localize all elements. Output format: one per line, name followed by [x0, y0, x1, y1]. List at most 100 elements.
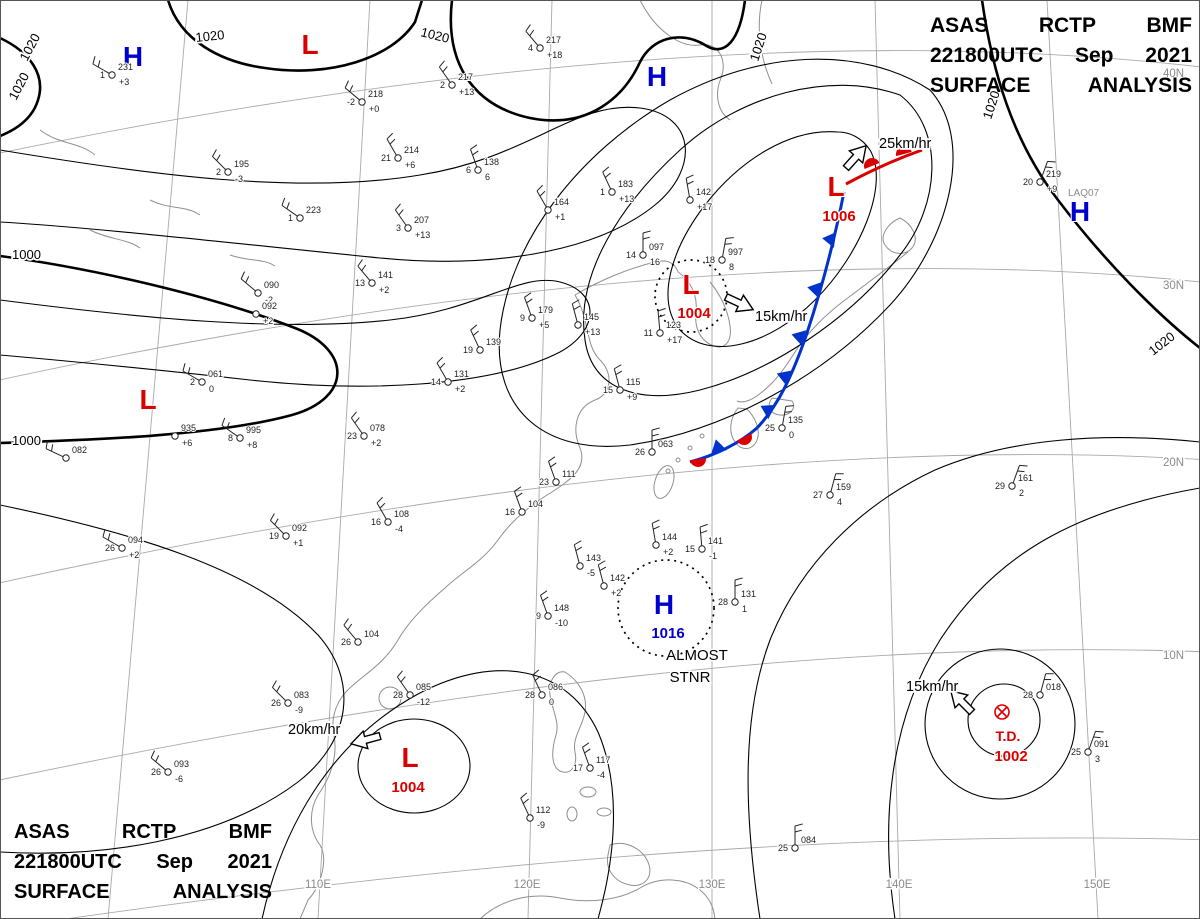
station-circle — [354, 638, 362, 646]
station-plot: 9 148 -10 — [535, 590, 570, 629]
station-circle — [444, 378, 452, 386]
wind-barb-tick — [51, 444, 54, 452]
wind-barb-tick — [536, 184, 544, 192]
title-word: 2021 — [1145, 44, 1192, 67]
station-plot: 2 195 -3 — [212, 149, 250, 185]
title-word: Sep — [1075, 44, 1114, 67]
meridian-140e — [874, 0, 901, 919]
motion-arrow-sw-low1004 — [349, 729, 382, 750]
wind-barb-tick — [599, 566, 607, 571]
station-value: 104 — [364, 629, 379, 639]
wind-barb — [92, 63, 110, 74]
wind-barb-tick — [240, 271, 245, 280]
station-circle — [1008, 482, 1016, 490]
pressure-value: 1004 — [677, 305, 711, 322]
station-plot: 25 084 — [777, 823, 817, 854]
wind-barb-tick — [522, 798, 529, 804]
station-plot: 26 094 +2 — [102, 529, 144, 561]
station-circle — [394, 154, 402, 162]
pressure-system-h: H — [646, 60, 668, 93]
wind-barb-tick — [574, 540, 582, 546]
station-plot: 9 179 +5 — [519, 292, 554, 331]
station-value: 141 — [708, 536, 723, 546]
station-value: 159 — [836, 482, 851, 492]
station-temp: 3 — [396, 223, 401, 233]
station-plot: 082 — [45, 440, 88, 462]
wind-barb-tick — [472, 150, 479, 156]
wind-barb-tick — [376, 496, 384, 504]
title-word: ANALYSIS — [172, 881, 272, 903]
wind-barb-tick — [598, 560, 606, 566]
station-temp: 25 — [765, 423, 775, 433]
isobar-label: 1020 — [5, 70, 32, 103]
station-circle — [448, 81, 456, 89]
wind-barb — [212, 156, 227, 171]
station-value: 082 — [72, 445, 87, 455]
wind-barb — [524, 297, 532, 316]
wind-barb — [613, 368, 620, 388]
station-circle — [236, 434, 244, 442]
wind-barb-tick — [187, 367, 191, 375]
wind-barb-tick — [270, 513, 275, 521]
title-word: Sep — [156, 851, 194, 873]
wind-barb-tick — [604, 172, 611, 178]
lon-label: 150E — [1084, 879, 1111, 891]
station-change: 0 — [789, 430, 794, 440]
coastlines — [39, 0, 916, 919]
wind-barb-tick — [642, 230, 651, 234]
station-plot: 11 123 +17 — [643, 307, 683, 346]
lon-label: 110E — [305, 879, 331, 891]
isobar-1000-west — [0, 254, 339, 445]
station-temp: 2 — [190, 377, 195, 387]
motion-speed-label: 15km/hr — [906, 679, 959, 695]
cold-front-pip — [760, 404, 776, 420]
station-temp: 13 — [355, 278, 365, 288]
motion-arrow-ne-low1006 — [842, 144, 867, 172]
meridian-100e — [107, 0, 189, 919]
pressure-letter-h: H — [654, 589, 674, 620]
motion-speed-label: 25km/hr — [879, 136, 932, 152]
station-temp: 9 — [536, 611, 541, 621]
wind-barb-tick — [642, 236, 650, 240]
station-plot: 19 139 — [462, 324, 502, 356]
isobar-1016-japan-low — [498, 58, 954, 447]
pressure-letter-h: H — [123, 41, 143, 72]
station-change: 16 — [650, 257, 660, 267]
inland-rivers — [39, 129, 276, 267]
wind-barb — [525, 30, 539, 46]
meridian-120e — [527, 0, 553, 919]
wind-barb-tick — [532, 669, 540, 676]
coast-palawan — [566, 806, 578, 822]
wind-barb-tick — [1019, 464, 1028, 467]
station-change: -4 — [597, 770, 605, 780]
title-word: ASAS — [14, 821, 70, 843]
wind-barb — [221, 424, 238, 437]
station-temp: 26 — [635, 447, 645, 457]
station-temp: 15 — [603, 385, 613, 395]
station-circle — [284, 699, 292, 707]
wind-barb-tick — [548, 456, 556, 462]
station-value: 091 — [1094, 739, 1109, 749]
station-value: 097 — [649, 242, 664, 252]
wind-barb — [699, 527, 703, 546]
isobar-label: 1020 — [747, 31, 770, 63]
wind-barb — [1040, 673, 1047, 693]
station-value: 123 — [666, 320, 681, 330]
station-value: 935 — [181, 423, 196, 433]
station-circle — [108, 71, 116, 79]
station-value: 218 — [368, 89, 383, 99]
title-word: ASAS — [930, 14, 989, 37]
pressure-value: 1006 — [822, 208, 855, 225]
title-line-3: SURFACE ANALYSIS — [930, 68, 1192, 98]
station-value: 112 — [536, 805, 550, 815]
wind-barb-tick — [245, 276, 250, 283]
lon-label: 130E — [699, 879, 726, 891]
wind-barb — [470, 149, 478, 168]
station-change: -5 — [587, 568, 595, 578]
station-plot: 26 083 -9 — [270, 680, 310, 716]
station-change: +6 — [405, 160, 415, 170]
coast-ne-asia — [639, 0, 731, 121]
title-line-2: 221800UTC Sep 2021 — [14, 844, 272, 874]
wind-barb-tick — [394, 203, 401, 211]
